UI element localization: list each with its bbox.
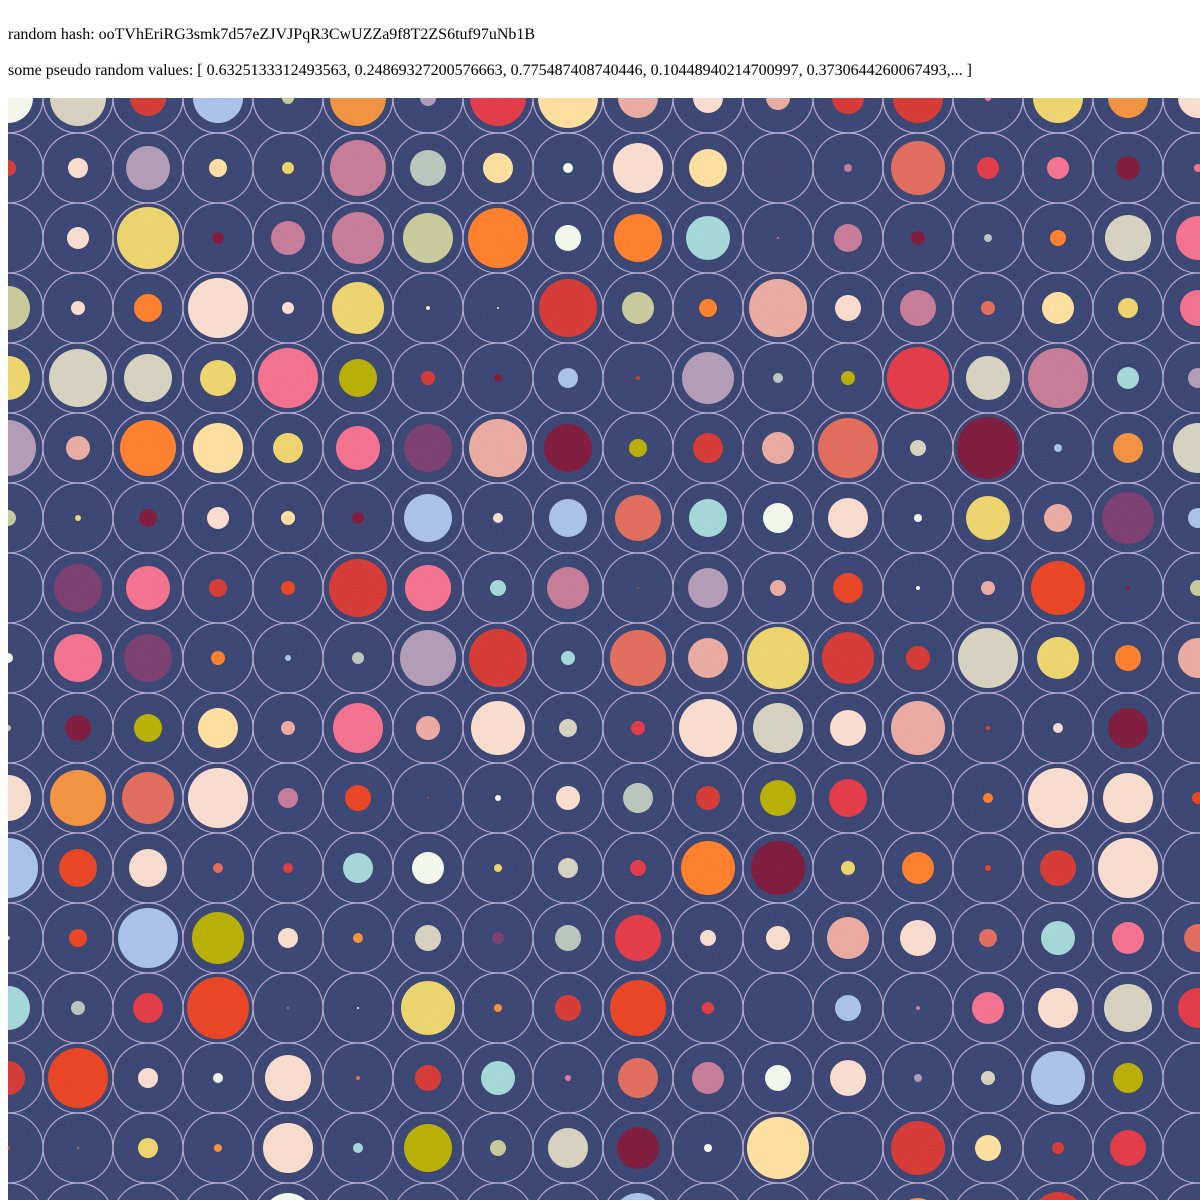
generative-artwork-canvas [8, 98, 1200, 1200]
random-values-text: some pseudo random values: [ 0.632513331… [8, 62, 972, 79]
grain-overlay [8, 98, 1200, 1200]
random-hash-text: random hash: ooTVhEriRG3smk7d57eZJVJPqR3… [8, 26, 536, 43]
